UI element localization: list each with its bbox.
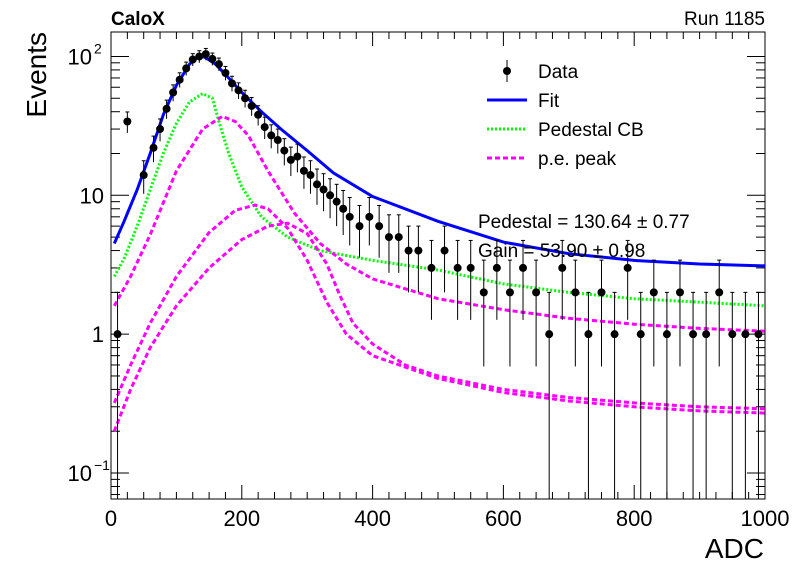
data-point <box>247 101 256 110</box>
data-point <box>319 185 328 194</box>
data-point <box>162 104 171 113</box>
data-point <box>188 55 197 64</box>
x-tick-label: 0 <box>105 506 117 531</box>
curve-pedestal-cb <box>112 91 765 308</box>
data-point <box>355 222 364 231</box>
data-point <box>169 88 178 97</box>
data-point <box>299 166 308 175</box>
data-point <box>584 330 593 339</box>
x-axis-label: ADC <box>705 533 764 564</box>
curve-p-e-peak-1 <box>112 114 765 333</box>
data-point <box>227 79 236 88</box>
data-points <box>113 47 763 499</box>
data-point <box>479 288 488 297</box>
data-point <box>558 263 567 272</box>
legend: Data Fit Pedestal CB p.e. peak <box>487 60 644 170</box>
data-point <box>313 180 322 189</box>
data-point <box>384 233 393 242</box>
data-point <box>156 125 165 134</box>
fit-result-gain: Gain = 53.90 ± 0.98 <box>478 241 645 262</box>
x-tick-label: 800 <box>616 506 653 531</box>
data-point <box>208 54 217 63</box>
data-point <box>675 288 684 297</box>
y-tick-exponent: −1 <box>94 457 110 473</box>
data-point <box>754 330 763 339</box>
data-point <box>365 212 374 221</box>
legend-label: Fit <box>538 91 560 112</box>
data-point <box>649 288 658 297</box>
data-point <box>427 263 436 272</box>
data-point <box>182 64 191 73</box>
x-tick-label: 200 <box>223 506 260 531</box>
data-point <box>139 171 148 180</box>
data-point <box>273 136 282 145</box>
data-point <box>404 246 413 255</box>
data-point <box>149 143 158 152</box>
data-point <box>689 330 698 339</box>
data-point <box>636 330 645 339</box>
data-point <box>519 263 528 272</box>
data-point <box>254 110 263 119</box>
data-point <box>440 246 449 255</box>
data-point <box>280 146 289 155</box>
data-point <box>267 131 276 140</box>
data-point <box>728 330 737 339</box>
data-point <box>662 330 671 339</box>
data-point <box>123 117 132 126</box>
data-point <box>221 69 230 78</box>
x-tick-label: 600 <box>485 506 522 531</box>
data-point <box>702 330 711 339</box>
x-tick-label: 400 <box>354 506 391 531</box>
data-point <box>623 263 632 272</box>
y-tick-label: 1 <box>92 322 104 347</box>
data-point <box>492 263 501 272</box>
data-point <box>715 288 724 297</box>
data-point <box>571 288 580 297</box>
data-point <box>345 212 354 221</box>
data-point <box>741 330 750 339</box>
curve-p-e-peak-3 <box>112 221 765 432</box>
data-point <box>326 191 335 200</box>
y-tick-label: 10 <box>80 183 104 208</box>
data-point <box>505 288 514 297</box>
experiment-label: CaloX <box>111 9 165 30</box>
data-point <box>610 330 619 339</box>
legend-label: p.e. peak <box>538 149 617 170</box>
data-point <box>597 288 606 297</box>
data-point <box>332 197 341 206</box>
data-point <box>545 330 554 339</box>
legend-label: Pedestal CB <box>538 120 644 141</box>
data-point <box>466 263 475 272</box>
data-point <box>286 155 295 164</box>
data-point <box>113 330 122 339</box>
y-tick-label: 10 <box>68 44 92 69</box>
legend-label: Data <box>538 62 579 83</box>
data-point <box>241 94 250 103</box>
data-point <box>175 75 184 84</box>
y-tick-exponent: 2 <box>94 40 102 56</box>
data-point <box>414 246 423 255</box>
curve-p-e-peak-2 <box>112 203 765 415</box>
x-tick-label: 1000 <box>741 506 790 531</box>
data-point <box>195 52 204 61</box>
data-point <box>375 222 384 231</box>
data-point <box>453 263 462 272</box>
curve-fit <box>112 53 765 268</box>
data-point <box>339 204 348 213</box>
y-tick-label: 10 <box>68 461 92 486</box>
data-point <box>234 86 243 95</box>
data-point <box>293 152 302 161</box>
fit-result-pedestal: Pedestal = 130.64 ± 0.77 <box>478 212 690 233</box>
run-label: Run 1185 <box>684 9 765 30</box>
data-point <box>260 123 269 132</box>
data-point <box>201 50 210 59</box>
data-point <box>532 288 541 297</box>
data-point <box>394 233 403 242</box>
data-point <box>214 60 223 69</box>
y-axis-label: Events <box>21 32 52 118</box>
data-point <box>306 171 315 180</box>
legend-marker <box>503 67 511 75</box>
